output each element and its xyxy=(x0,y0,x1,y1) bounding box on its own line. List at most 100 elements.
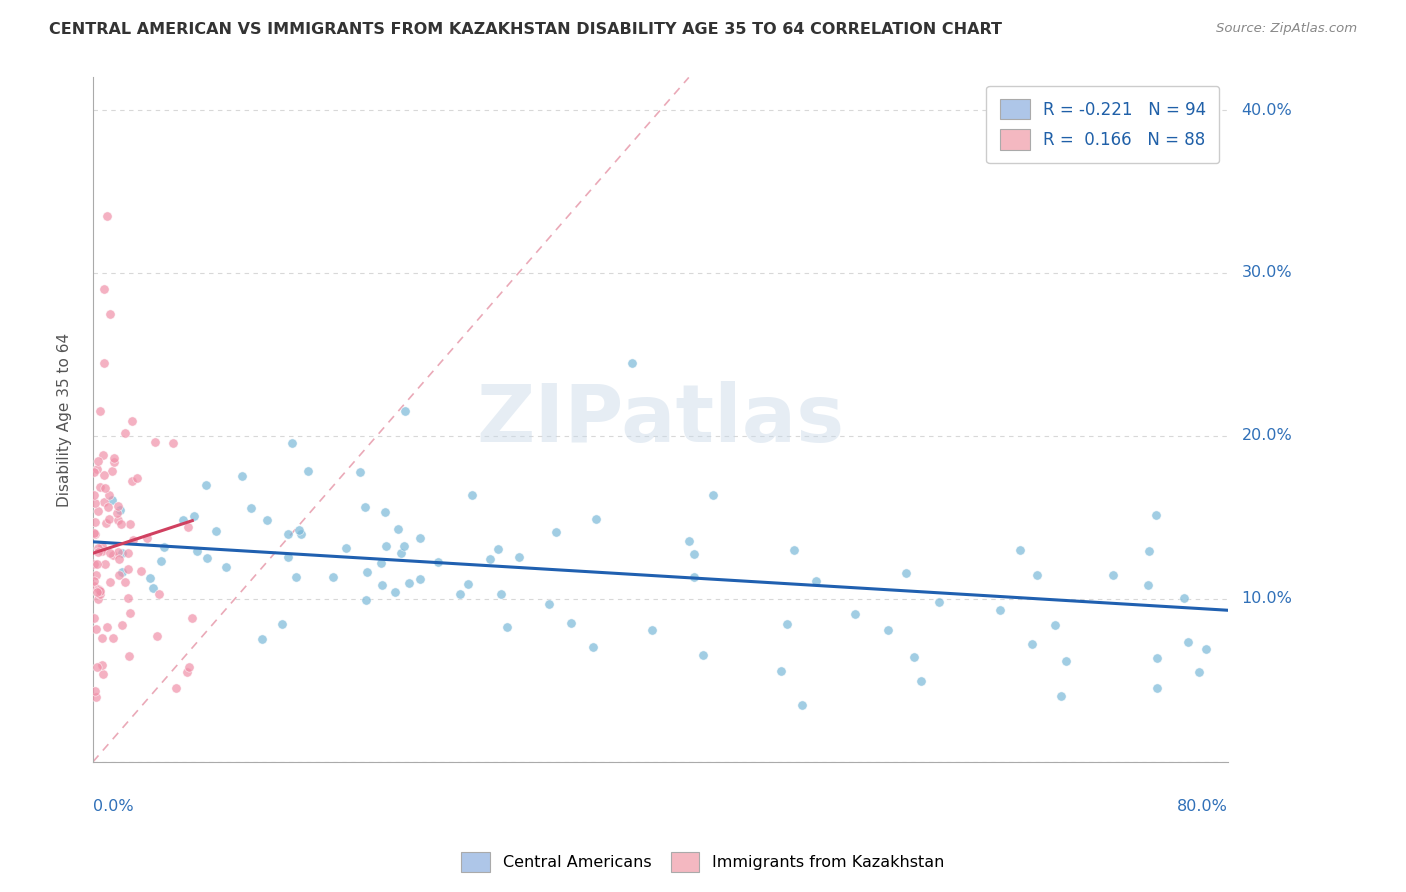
Point xyxy=(394,404,416,418)
Point xyxy=(86,504,108,518)
Point xyxy=(165,681,187,696)
Point xyxy=(86,584,108,599)
Point xyxy=(86,591,108,606)
Point xyxy=(1043,618,1066,632)
Point xyxy=(641,624,664,638)
Point xyxy=(1177,635,1199,649)
Point xyxy=(172,513,194,527)
Y-axis label: Disability Age 35 to 64: Disability Age 35 to 64 xyxy=(58,333,72,507)
Point xyxy=(98,546,121,560)
Point xyxy=(84,567,107,582)
Point xyxy=(775,616,797,631)
Point xyxy=(271,616,294,631)
Point xyxy=(84,690,107,704)
Point xyxy=(353,500,375,514)
Point xyxy=(98,307,121,321)
Point xyxy=(770,664,793,678)
Point xyxy=(1146,651,1168,665)
Point xyxy=(114,426,136,441)
Point xyxy=(103,455,125,469)
Point xyxy=(118,517,141,532)
Text: 80.0%: 80.0% xyxy=(1177,799,1227,814)
Point xyxy=(83,610,105,624)
Point xyxy=(110,503,132,517)
Point xyxy=(1144,508,1167,522)
Point xyxy=(1010,542,1032,557)
Point xyxy=(876,623,898,637)
Point xyxy=(111,618,134,632)
Point xyxy=(398,576,420,591)
Point xyxy=(83,465,105,479)
Point xyxy=(176,665,198,680)
Point xyxy=(409,531,432,545)
Text: 20.0%: 20.0% xyxy=(1241,428,1292,443)
Point xyxy=(101,464,124,478)
Point xyxy=(90,542,112,557)
Point xyxy=(118,648,141,663)
Point xyxy=(371,578,394,592)
Point xyxy=(142,581,165,595)
Point xyxy=(461,488,484,502)
Point xyxy=(89,404,111,418)
Point xyxy=(537,597,560,611)
Point xyxy=(93,494,115,508)
Point xyxy=(692,648,714,662)
Point xyxy=(1195,641,1218,656)
Point xyxy=(1188,665,1211,680)
Point xyxy=(181,611,204,625)
Point xyxy=(489,587,512,601)
Point xyxy=(409,572,432,586)
Point xyxy=(117,546,139,560)
Point xyxy=(354,592,377,607)
Point xyxy=(93,467,115,482)
Point xyxy=(91,658,114,673)
Point xyxy=(107,545,129,559)
Point xyxy=(1136,578,1159,592)
Point xyxy=(105,506,128,520)
Point xyxy=(83,574,105,588)
Point xyxy=(384,584,406,599)
Point xyxy=(100,574,122,589)
Point xyxy=(146,629,169,643)
Point xyxy=(94,558,117,572)
Point xyxy=(94,516,117,530)
Point xyxy=(162,436,184,450)
Point xyxy=(195,478,218,492)
Point xyxy=(183,508,205,523)
Point xyxy=(1025,568,1047,582)
Point xyxy=(1146,681,1168,696)
Point xyxy=(277,527,299,541)
Point xyxy=(894,566,917,580)
Point xyxy=(910,674,932,689)
Point xyxy=(89,586,111,600)
Point xyxy=(97,512,120,526)
Point xyxy=(83,578,105,592)
Point xyxy=(107,499,129,513)
Point xyxy=(356,566,378,580)
Point xyxy=(86,462,108,476)
Point xyxy=(149,553,172,567)
Point xyxy=(86,582,108,596)
Text: 10.0%: 10.0% xyxy=(1241,591,1292,607)
Point xyxy=(117,562,139,576)
Point xyxy=(682,547,704,561)
Point xyxy=(84,684,107,698)
Point xyxy=(107,568,129,582)
Point xyxy=(426,555,449,569)
Point xyxy=(186,544,208,558)
Point xyxy=(792,698,814,712)
Text: Source: ZipAtlas.com: Source: ZipAtlas.com xyxy=(1216,22,1357,36)
Point xyxy=(370,556,392,570)
Point xyxy=(86,660,108,674)
Point xyxy=(86,557,108,571)
Point xyxy=(478,552,501,566)
Point xyxy=(205,524,228,538)
Point xyxy=(91,666,114,681)
Point xyxy=(988,603,1011,617)
Point xyxy=(96,209,118,223)
Point xyxy=(153,540,176,554)
Point xyxy=(239,500,262,515)
Point xyxy=(121,475,143,489)
Text: CENTRAL AMERICAN VS IMMIGRANTS FROM KAZAKHSTAN DISABILITY AGE 35 TO 64 CORRELATI: CENTRAL AMERICAN VS IMMIGRANTS FROM KAZA… xyxy=(49,22,1002,37)
Point xyxy=(87,582,110,597)
